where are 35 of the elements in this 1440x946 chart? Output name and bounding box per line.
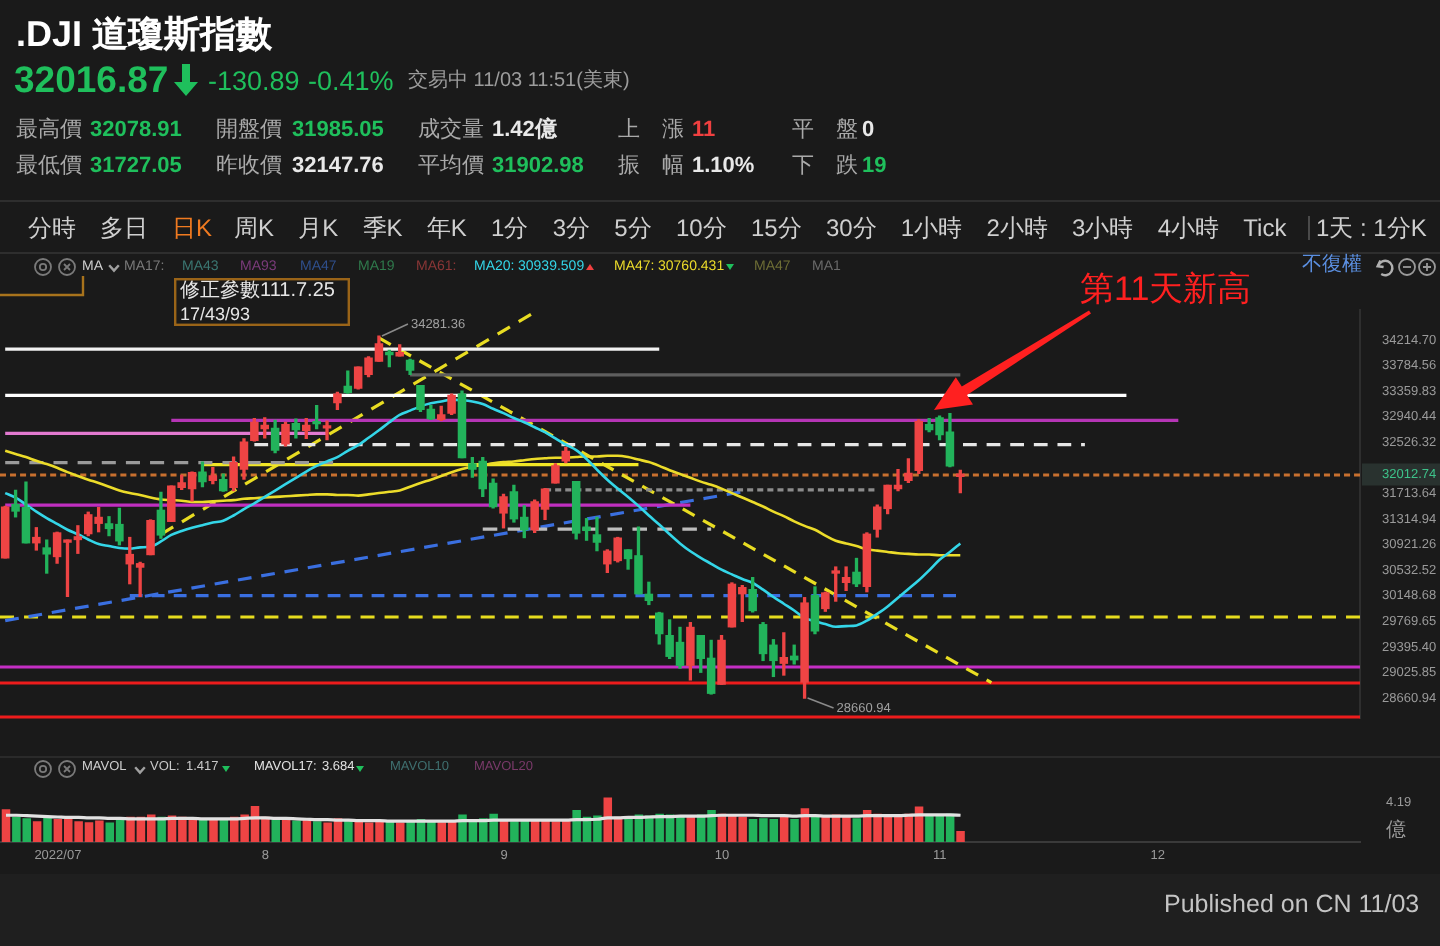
- text: 32147.76: [292, 153, 384, 177]
- text: 1.42億: [492, 118, 557, 142]
- text: 振 幅: [618, 153, 685, 177]
- annotation: 17/43/93: [180, 303, 251, 323]
- text: .DJI 道瓊斯指數: [16, 14, 273, 54]
- text: 31902.98: [492, 153, 584, 177]
- text: 平 盤: [792, 118, 859, 142]
- text: 31727.05: [90, 153, 182, 177]
- text: 修正參數111.7.25: [180, 280, 335, 302]
- text: 11: [692, 118, 716, 142]
- text: 不復權: [1302, 254, 1362, 276]
- text: 19: [862, 153, 887, 177]
- text: 交易中 11/03 11:51(美東): [408, 70, 630, 92]
- text: 0: [862, 118, 875, 142]
- text: 1天 : 1分K: [1308, 214, 1427, 242]
- text: 周K 月K 季K 年K 1分 3分 5分 10分 15分 30分 1小時 2小時 3小時 4小時 Tick: [234, 214, 1287, 242]
- text: 最高價: [16, 118, 82, 142]
- text: 日K: [172, 214, 213, 242]
- text: 平均價: [418, 153, 484, 177]
- text: 32016.87: [14, 58, 169, 100]
- text: 上 漲: [618, 118, 685, 142]
- text: 32078.91: [90, 118, 182, 142]
- text: Published on CN 11/03: [1164, 890, 1420, 918]
- text: 成交量: [418, 118, 484, 142]
- text: 昨收價: [216, 153, 282, 177]
- text: 億: [1386, 820, 1406, 842]
- text: 31985.05: [292, 118, 384, 142]
- text: 1.10%: [692, 153, 755, 177]
- text: 第11天新高: [1080, 270, 1252, 308]
- text: 開盤價: [216, 118, 282, 142]
- text: -0.41%: [308, 66, 394, 96]
- text: -130.89: [208, 66, 300, 96]
- text: 分時 多日: [28, 214, 149, 242]
- text: 最低價: [16, 153, 82, 177]
- text: 下 跌: [792, 153, 859, 177]
